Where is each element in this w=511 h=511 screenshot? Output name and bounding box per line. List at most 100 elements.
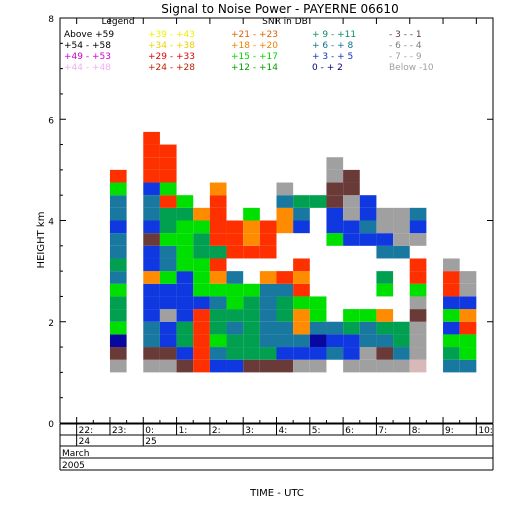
heatmap-cell [193,283,210,297]
heatmap-cell [459,296,477,310]
legend-entry: - 6 - - 4 [389,41,422,51]
legend-entry: + 9 - +11 [312,30,356,40]
heatmap-cell [309,321,327,335]
heatmap-cell [209,347,227,360]
heatmap-cell [259,245,277,259]
heatmap-cell [293,283,310,297]
heatmap-cell [243,296,260,310]
heatmap-cell [226,233,244,246]
heatmap-cell [343,182,360,196]
heatmap-cell [343,169,360,183]
heatmap-cell [193,258,210,272]
heatmap-cell [293,195,310,208]
heatmap-cell [143,296,160,310]
x-tick-label: 4: [279,426,288,436]
heatmap-cell [143,359,160,373]
legend-entry: +29 - +33 [148,52,195,62]
heatmap-cell [143,220,160,234]
year-label: 2005 [62,461,85,471]
heatmap-cell [176,309,194,322]
heatmap-cell [143,131,160,145]
heatmap-cell [159,334,177,348]
heatmap-cell [176,207,194,221]
heatmap-cell [259,233,277,246]
heatmap-cell [193,359,210,373]
x-tick-label: 5: [312,426,321,436]
heatmap-cell [459,309,477,322]
heatmap-cell [276,283,294,297]
legend-entry: + 3 - + 5 [312,52,353,62]
heatmap-cell [209,195,227,208]
heatmap-cell [176,334,194,348]
axes: 0 2 4 6 8 [48,15,494,430]
heatmap-cell [193,296,210,310]
heatmap-cell [226,334,244,348]
x-tick-label: 22: [79,426,93,436]
heatmap-cell [243,207,260,221]
heatmap-cell [209,271,227,284]
heatmap-cell [376,271,394,284]
x-tick-label: 10: [478,426,492,436]
heatmap-cell [293,258,310,272]
x-tick-label: 8: [412,426,421,436]
x-tick-label: 3: [245,426,254,436]
heatmap-cell [143,309,160,322]
heatmap-cell [176,359,194,373]
heatmap-cell [326,233,344,246]
heatmap-cell [176,347,194,360]
heatmap-cell [243,321,260,335]
heatmap-cell [159,321,177,335]
heatmap-cell [443,347,460,360]
heatmap-cell [143,182,160,196]
heatmap-cell [209,207,227,221]
legend-entry: Below -10 [389,63,434,73]
heatmap-cell [443,359,460,373]
heatmap-cell [143,283,160,297]
heatmap-cell [393,233,410,246]
chart-title: Signal to Noise Power - PAYERNE 06610 [161,2,398,16]
heatmap-cell [409,283,427,297]
y-tick-label: 6 [48,116,54,126]
heatmap-cell [409,309,427,322]
heatmap-cell [376,207,394,221]
heatmap-cell [393,220,410,234]
heatmap-cell [109,283,127,297]
heatmap-cell [309,296,327,310]
heatmap-cell [309,359,327,373]
heatmap-cell [109,296,127,310]
heatmap-cell [193,220,210,234]
heatmap-cell [159,245,177,259]
heatmap-cell [443,283,460,297]
heatmap-cell [376,245,394,259]
heatmap-cell [276,271,294,284]
heatmap-cell [359,207,377,221]
heatmap-cell [326,207,344,221]
heatmap-cell [209,220,227,234]
heatmap-cell [209,296,227,310]
heatmap-cell [159,359,177,373]
heatmap-cell [293,220,310,234]
heatmap-cell [243,359,260,373]
heatmap-cell [259,283,277,297]
heatmap-cell [459,271,477,284]
heatmap-cell [193,309,210,322]
heatmap-cell [109,309,127,322]
heatmap-cell [359,334,377,348]
heatmap-cell [259,271,277,284]
heatmap-cell [326,321,344,335]
heatmap-cell [259,347,277,360]
heatmap-cell [376,347,394,360]
heatmap-cell [176,296,194,310]
heatmap-cell [159,283,177,297]
heatmap-cell [443,321,460,335]
heatmap-cell [226,245,244,259]
legend-entry: +34 - +38 [148,41,195,51]
y-tick-label: 4 [48,218,54,228]
heatmap-cell [109,321,127,335]
heatmap-cell [376,283,394,297]
heatmap-cell [293,347,310,360]
x-tick-label: 23: [112,426,126,436]
heatmap-cell [409,233,427,246]
heatmap-cell [109,233,127,246]
legend-entry: +44 - +48 [64,63,111,73]
